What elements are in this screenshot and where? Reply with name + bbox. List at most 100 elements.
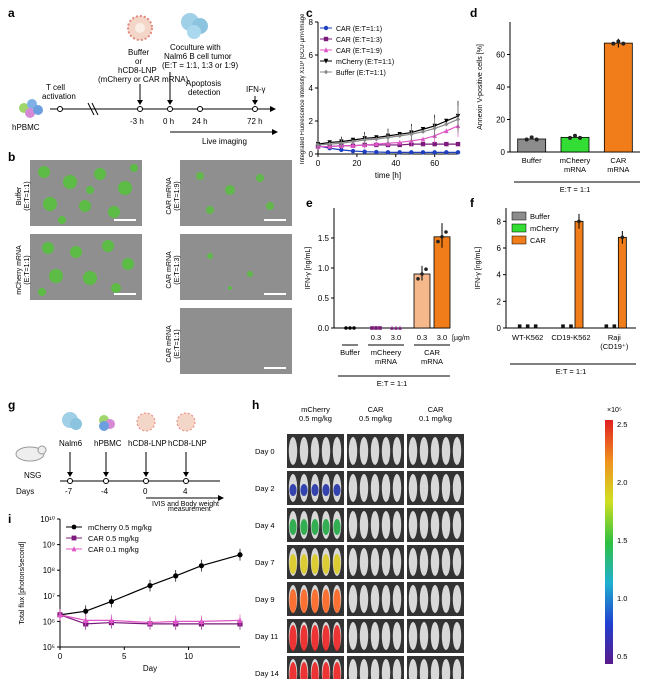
data-point: [344, 326, 348, 330]
data-point: [444, 230, 448, 234]
data-point: [577, 219, 581, 224]
chart-c-fluorescence: 0 2 4 6 8 0 20 40 60 time [h] Integrated Fluoresce…: [300, 14, 461, 180]
day-label: Day 2: [255, 484, 275, 493]
y-tick-label: 4: [309, 84, 314, 93]
colorbar-exponent: ×10⁵: [607, 407, 622, 414]
y-tick-label: 10⁸: [43, 566, 55, 575]
micro-label: Buffer (E:T=1:1): [16, 181, 31, 211]
mouse-silhouette: [359, 437, 369, 465]
y-axis-label: Total flux [photons/second]: [19, 542, 26, 625]
panel-label-b: b: [8, 150, 16, 164]
data-point: [350, 143, 356, 148]
micro-label: CAR mRNA (E:T=1:3): [166, 251, 181, 289]
data-point: [378, 326, 382, 330]
y-tick-label: 0.5: [318, 294, 330, 303]
data-point: [420, 127, 426, 132]
label-et-ratio: (E:T = 1:1, 1:3 or 1:9): [162, 61, 238, 70]
data-point: [147, 619, 153, 626]
legend-entry: mCherry 0.5 mg/kg: [66, 523, 152, 532]
data-point: [611, 41, 616, 46]
y-tick-label: 40: [496, 83, 505, 92]
data-point: [424, 267, 428, 271]
legend-entry: CAR 0.5 mg/kg: [66, 534, 139, 543]
data-point: [173, 618, 179, 624]
scale-bar: [114, 219, 136, 221]
data-point: [420, 272, 424, 276]
mouse-silhouette: [370, 474, 380, 502]
bioluminescence-signal: [300, 519, 308, 535]
bioluminescence-signal: [322, 554, 330, 574]
bioluminescence-signal: [333, 662, 341, 684]
mouse-silhouette: [392, 474, 402, 502]
mouse-silhouette: [419, 548, 429, 576]
micro-label: CAR mRNA (E:T=1:9): [166, 177, 181, 215]
event-label: hPBMC: [94, 439, 122, 448]
x-tick-label: Raji: [608, 333, 621, 342]
mouse-silhouette: [299, 437, 309, 465]
lnp-icon: [127, 15, 153, 41]
bioluminescence-signal: [333, 589, 341, 613]
mouse-silhouette: [348, 622, 358, 650]
panel-label-d: d: [470, 6, 478, 20]
data-point: [147, 583, 153, 589]
x-tick-label: mRNA: [607, 165, 629, 174]
footer-label: E:T = 1:1: [556, 367, 587, 376]
data-point: [616, 39, 621, 44]
scale-bar: [114, 293, 136, 295]
x-tick-label: 5: [122, 652, 127, 661]
bioluminescence-signal: [322, 484, 330, 496]
hpbmc-icon: [99, 415, 115, 431]
label-buffer: Buffer: [128, 48, 150, 57]
series-4: [315, 105, 461, 149]
y-tick-label: 10⁹: [43, 541, 55, 550]
event-label: hCD8-LNP: [168, 439, 207, 448]
legend-entry: CAR (E:T=1:3): [320, 36, 382, 44]
y-tick-label: 1.0: [318, 264, 330, 273]
micro-image-buffer: [30, 160, 142, 226]
bioluminescence-signal: [311, 662, 319, 684]
mouse-silhouette: [419, 437, 429, 465]
chart-e-ifn: 0.0 0.5 1.0 1.5 IFN-γ [ng/mL] Buffer 0.3 3.0 mCh…: [305, 208, 470, 388]
mouse-silhouette: [392, 622, 402, 650]
mouse-silhouette: [392, 437, 402, 465]
bioluminescence-signal: [333, 554, 341, 574]
dose-label: 0.3: [417, 333, 427, 342]
panel-a-timeline: hPBMC T cell activation Buffer or hCD8-L…: [12, 13, 278, 146]
x-tick-label: 10: [184, 652, 193, 661]
data-point: [374, 149, 379, 155]
data-point: [455, 117, 461, 122]
bar: [603, 42, 633, 153]
y-tick-label: 8: [309, 18, 314, 27]
label-nalm6: Nalm6 B cell tumor: [164, 52, 232, 61]
bioluminescence-signal: [322, 519, 330, 535]
event-label: hCD8-LNP: [128, 439, 167, 448]
dose-label: 3.0: [391, 333, 401, 342]
data-point: [444, 122, 449, 127]
data-point: [533, 324, 538, 328]
chart-i-total-flux: 10⁵ 10⁶ 10⁷ 10⁸ 10⁹ 10¹⁰ 0 5 10 Day Total flux [ph…: [19, 515, 243, 673]
mouse-silhouette: [310, 437, 320, 465]
mouse-silhouette: [370, 511, 380, 539]
label-nsg: NSG: [24, 471, 41, 480]
data-point: [327, 141, 332, 147]
x-tick-label: mRNA: [564, 165, 586, 174]
data-point: [444, 118, 449, 124]
label-t72: 72 h: [247, 117, 263, 126]
data-point: [323, 69, 329, 75]
bioluminescence-signal: [322, 625, 330, 651]
mouse-silhouette: [359, 622, 369, 650]
y-axis-label: IFN-γ [ng/mL]: [305, 247, 312, 289]
data-point: [420, 150, 426, 155]
legend-entry: CAR (E:T=1:1): [320, 25, 382, 33]
mouse-silhouette: [332, 437, 342, 465]
mouse-silhouette: [381, 622, 391, 650]
label-hcd8-lnp: hCD8-LNP: [118, 66, 157, 75]
y-tick-label: 0: [497, 324, 502, 333]
legend-swatch: [511, 223, 527, 233]
tumor-cells-icon: [181, 13, 208, 39]
day-label: Day 4: [255, 521, 275, 530]
x-tick-label: 40: [391, 159, 400, 168]
y-tick-label: 10¹⁰: [40, 515, 55, 524]
y-tick-label: 20: [496, 116, 505, 125]
